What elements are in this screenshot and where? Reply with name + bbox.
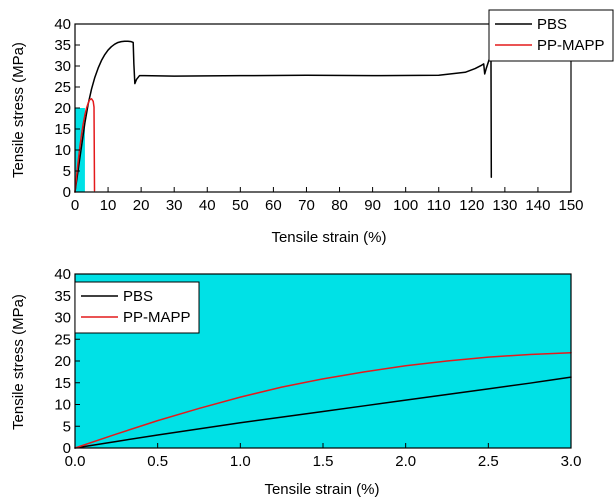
chart-zoomed-range-series	[74, 351, 572, 449]
chart-zoomed-range-legend-box	[74, 281, 200, 334]
chart-full-range-x-tick-label: 20	[133, 197, 150, 214]
chart-full-range-y-tick-label: 40	[54, 16, 71, 33]
chart-zoomed-range-x-tick-label: 3.0	[561, 453, 582, 470]
chart-full-range-y-tick-label: 20	[54, 100, 71, 117]
chart-full-range-x-tick-label: 10	[100, 197, 117, 214]
chart-zoomed-range-legend: PBS PP-MAPP	[74, 281, 200, 334]
chart-zoomed-range-y-tick-label: 15	[54, 375, 71, 392]
chart-zoomed-range: 0.0 0.5 1.0 1.5 2.0 2.5 3.0 0 5 10 15 20 25 30 35 40 Te…	[10, 266, 581, 498]
chart-full-range-x-tick-label: 0	[71, 197, 79, 214]
chart-full-range-y-tick-label: 35	[54, 37, 71, 54]
chart-full-range-x-tick-label: 30	[166, 197, 183, 214]
chart-full-range-y-tick-label: 25	[54, 79, 71, 96]
chart-zoomed-range-legend-label-pbs: PBS	[123, 288, 153, 305]
chart-zoomed-range-y-tick-label: 25	[54, 331, 71, 348]
chart-zoomed-range-x-tick-label: 1.0	[230, 453, 251, 470]
chart-zoomed-range-ticks: 0.0 0.5 1.0 1.5 2.0 2.5 3.0 0 5 10 15 20 25 30 35 40	[54, 266, 581, 470]
chart-full-range-x-tick-label: 70	[298, 197, 315, 214]
chart-full-range-legend: PBS PP-MAPP	[488, 9, 614, 62]
chart-full-range-y-tick-label: 0	[63, 184, 71, 201]
chart-full-range-x-tick-label: 120	[459, 197, 484, 214]
chart-zoomed-range-y-tick-label: 20	[54, 353, 71, 370]
chart-full-range-x-tick-label: 40	[199, 197, 216, 214]
chart-full-range-x-tick-label: 60	[265, 197, 282, 214]
chart-zoomed-range-legend-label-pp-mapp: PP-MAPP	[123, 309, 191, 326]
chart-zoomed-range-x-tick-label: 0.0	[65, 453, 86, 470]
chart-zoomed-range-y-axis-title: Tensile stress (MPa)	[10, 294, 27, 430]
chart-zoomed-range-y-tick-label: 0	[63, 440, 71, 457]
chart-full-range-ticks: 0 10 20 30 40 50 60 70 80 90 100 110 120 130 140 150051…	[54, 16, 583, 214]
chart-full-range-x-tick-label: 130	[492, 197, 517, 214]
chart-zoomed-range-x-axis-title: Tensile strain (%)	[264, 481, 379, 498]
chart-full-range-y-tick-label: 30	[54, 58, 71, 75]
chart-zoomed-range-y-tick-label: 5	[63, 418, 71, 435]
chart-full-range-legend-label-pp-mapp: PP-MAPP	[537, 37, 605, 54]
chart-full-range-series	[74, 40, 493, 193]
chart-zoomed-range-y-tick-label: 30	[54, 310, 71, 327]
chart-full-range-y-tick-label: 5	[63, 163, 71, 180]
chart-full-range-legend-box	[488, 9, 614, 62]
chart-zoomed-range-x-tick-label: 2.5	[478, 453, 499, 470]
chart-full-range-x-tick-label: 110	[427, 197, 451, 214]
chart-full-range-x-tick-label: 140	[525, 197, 550, 214]
chart-zoomed-range-y-tick-label: 35	[54, 288, 71, 305]
chart-zoomed-range-x-tick-label: 1.5	[313, 453, 334, 470]
chart-full-range-series-line-pp-mapp	[74, 98, 96, 193]
chart-zoomed-range-y-tick-label: 10	[54, 397, 71, 414]
chart-full-range-y-tick-label: 10	[54, 142, 71, 159]
chart-full-range-x-tick-label: 80	[331, 197, 348, 214]
chart-zoomed-range-series-line-pp-mapp	[74, 351, 572, 449]
chart-full-range: 0 10 20 30 40 50 60 70 80 90 100 110 120 130 140 150051…	[10, 9, 614, 246]
chart-zoomed-range-x-tick-label: 0.5	[147, 453, 168, 470]
chart-full-range-x-tick-label: 100	[393, 197, 418, 214]
chart-zoomed-range-y-tick-label: 40	[54, 266, 71, 283]
chart-full-range-x-tick-label: 50	[232, 197, 249, 214]
chart-full-range-series-line-pbs	[74, 40, 493, 193]
chart-zoomed-range-x-tick-label: 2.0	[395, 453, 416, 470]
chart-full-range-x-tick-label: 90	[364, 197, 381, 214]
chart-full-range-legend-label-pbs: PBS	[537, 16, 567, 33]
chart-zoomed-range-series-line-pbs	[74, 376, 572, 449]
chart-full-range-y-axis-title: Tensile stress (MPa)	[10, 42, 27, 178]
chart-full-range-x-axis-title: Tensile strain (%)	[271, 229, 386, 246]
chart-full-range-x-tick-label: 150	[558, 197, 583, 214]
chart-full-range-y-tick-label: 15	[54, 121, 71, 138]
